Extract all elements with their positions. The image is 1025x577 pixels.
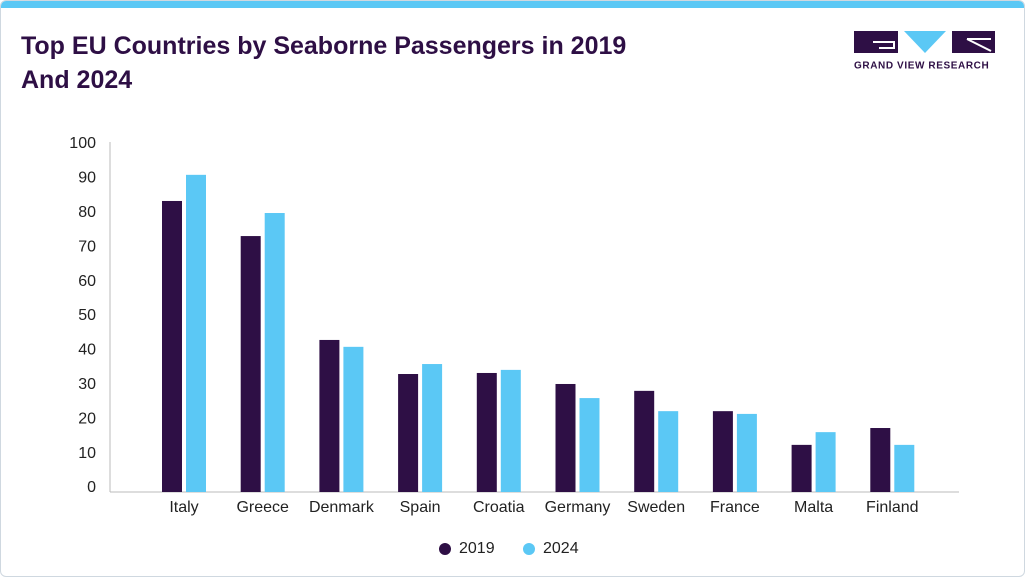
bar — [870, 428, 891, 492]
bar — [634, 390, 655, 492]
bar — [398, 374, 419, 492]
y-tick-label: 40 — [78, 342, 96, 359]
x-tick-label: Italy — [169, 499, 198, 516]
top-bar — [1, 1, 1024, 8]
y-tick-label: 60 — [78, 273, 96, 290]
x-tick-label: Malta — [794, 499, 833, 516]
x-tick-label: Finland — [866, 499, 918, 516]
y-tick-label: 0 — [87, 479, 96, 496]
legend-marker — [439, 543, 451, 555]
x-tick-label: Greece — [236, 499, 289, 516]
logo: GRAND VIEW RESEARCH — [854, 31, 995, 72]
bar — [579, 398, 600, 492]
bar — [319, 339, 340, 492]
bar — [422, 364, 443, 492]
bar — [162, 200, 182, 492]
y-tick-label: 50 — [78, 307, 96, 324]
bar — [658, 411, 679, 492]
bar — [712, 411, 733, 492]
x-tick-label: Denmark — [309, 499, 375, 516]
bar — [240, 236, 261, 492]
y-tick-label: 80 — [78, 204, 96, 221]
bar — [894, 444, 915, 492]
bar — [186, 174, 206, 492]
x-tick-label: Croatia — [473, 499, 525, 516]
x-tick-label: Sweden — [627, 499, 685, 516]
y-tick-label: 30 — [78, 376, 96, 393]
x-tick-label: Germany — [545, 499, 611, 516]
y-tick-label: 100 — [69, 135, 96, 152]
x-tick-label: France — [710, 499, 760, 516]
y-tick-label: 20 — [78, 410, 96, 427]
bar — [791, 444, 812, 492]
x-tick-label: Spain — [400, 499, 441, 516]
bar — [555, 383, 576, 492]
y-tick-label: 10 — [78, 445, 96, 462]
legend-label: 2024 — [543, 540, 579, 557]
y-tick-label: 70 — [78, 238, 96, 255]
bar — [476, 372, 497, 492]
bar — [343, 346, 364, 492]
logo-text: GRAND VIEW RESEARCH — [854, 61, 989, 72]
y-tick-label: 90 — [78, 170, 96, 187]
bar — [500, 369, 521, 492]
bar — [736, 413, 757, 492]
legend-marker — [523, 543, 535, 555]
legend-label: 2019 — [459, 540, 495, 557]
bar — [815, 432, 836, 492]
bar — [264, 213, 285, 493]
chart-title: Top EU Countries by Seaborne Passengers … — [21, 32, 627, 94]
